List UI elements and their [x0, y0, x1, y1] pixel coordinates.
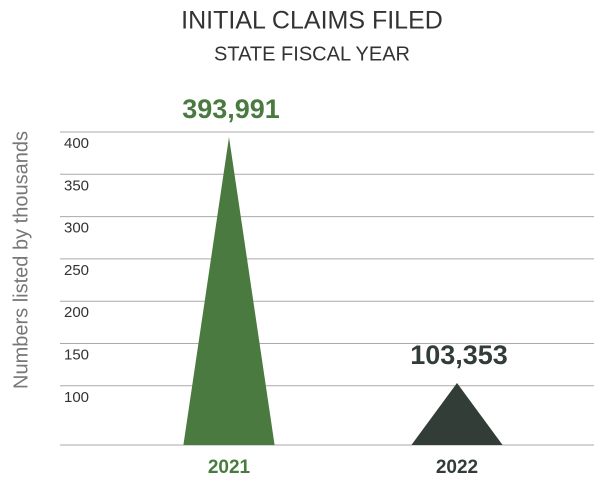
y-tick-label: 200	[64, 304, 89, 321]
y-tick-label: 150	[64, 346, 89, 363]
chart-subtitle: STATE FISCAL YEAR	[214, 43, 410, 65]
y-tick-label: 250	[64, 262, 89, 279]
y-tick-label: 350	[64, 177, 89, 194]
x-tick-label: 2022	[436, 457, 478, 478]
y-axis-label: Numbers listed by thousands	[10, 131, 32, 389]
y-tick-label: 400	[64, 135, 89, 152]
value-label: 393,991	[182, 94, 280, 124]
chart-title: INITIAL CLAIMS FILED	[181, 7, 443, 35]
y-tick-label: 300	[64, 220, 89, 237]
value-label: 103,353	[410, 340, 508, 370]
x-tick-label: 2021	[208, 457, 251, 478]
y-tick-label: 100	[64, 389, 89, 406]
triangle-bar	[183, 137, 275, 445]
triangle-bar	[411, 382, 503, 445]
